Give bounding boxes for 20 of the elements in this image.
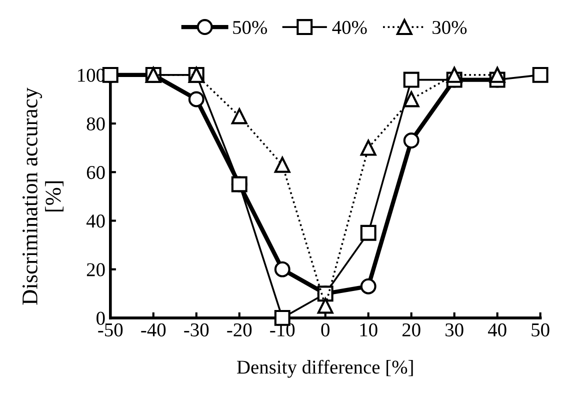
y-tick-label: 0 (96, 312, 105, 325)
y-tick-label: 20 (86, 263, 105, 276)
x-tick-label: 40 (488, 323, 506, 336)
x-tick-label: -20 (227, 323, 252, 336)
x-tick-label: -40 (141, 323, 166, 336)
x-tick-label: 0 (321, 323, 330, 336)
x-tick-label: -30 (184, 323, 209, 336)
x-tick-label: 20 (402, 323, 420, 336)
x-tick-label: -50 (98, 323, 123, 336)
x-axis-title: Density difference [%] (237, 360, 413, 378)
legend-label: 40% (332, 20, 367, 34)
x-tick-label: 10 (360, 323, 378, 336)
legend-label: 50% (233, 20, 268, 34)
legend-label: 30% (432, 20, 467, 34)
x-tick-label: 50 (532, 323, 550, 336)
y-tick-label: 80 (86, 117, 105, 130)
y-tick-label: 40 (86, 214, 105, 228)
x-tick-label: 30 (446, 323, 464, 336)
y-tick-label: 60 (86, 166, 105, 180)
y-axis-title: Discrimination accuracy [%] (22, 88, 64, 305)
